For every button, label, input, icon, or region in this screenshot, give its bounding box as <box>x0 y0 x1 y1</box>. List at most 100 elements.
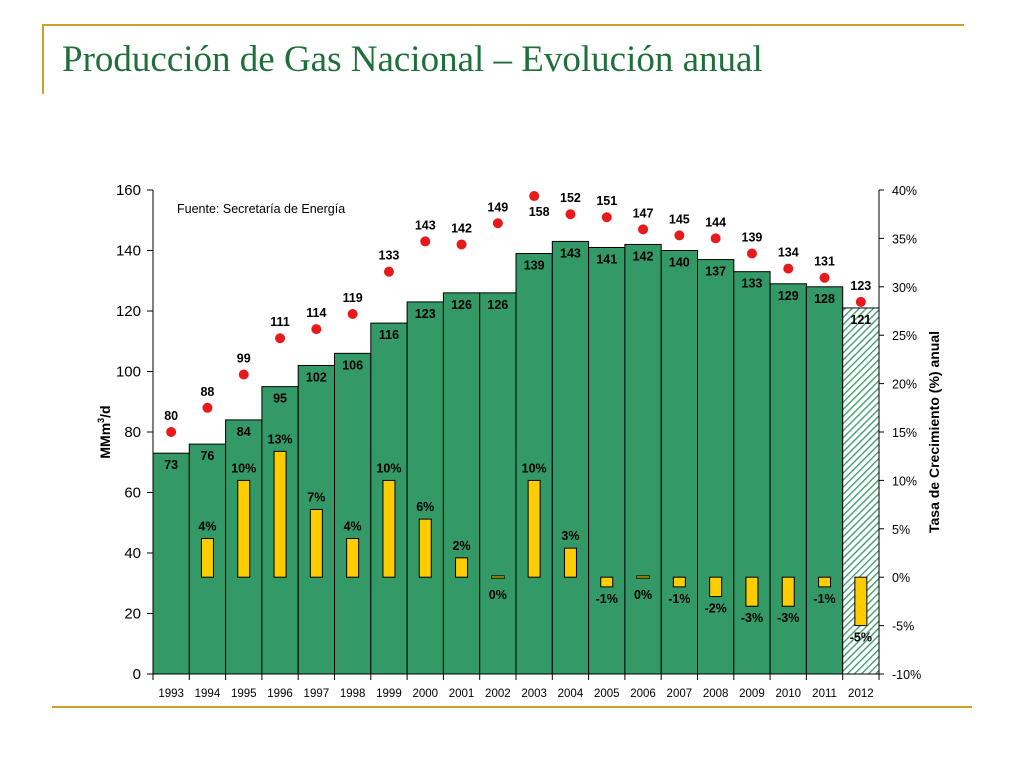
production-value-label: 142 <box>633 249 654 263</box>
bottom-rule <box>52 706 972 708</box>
growth-value-label: -1% <box>668 592 690 606</box>
red-dot-value-label: 143 <box>415 218 436 232</box>
left-tick-label: 120 <box>116 303 141 320</box>
growth-value-label: -1% <box>813 592 835 606</box>
red-dot-value-label: 119 <box>343 291 363 305</box>
red-dot <box>638 224 649 235</box>
left-tick-label: 140 <box>116 243 141 260</box>
growth-value-label: 13% <box>268 432 293 446</box>
production-value-label: 128 <box>814 292 835 306</box>
growth-value-label: 0% <box>634 588 652 602</box>
left-axis-title-superscript: 3 <box>96 418 106 423</box>
right-tick-label: 40% <box>892 184 917 198</box>
x-tick-label: 2008 <box>703 688 729 700</box>
red-dot <box>492 218 503 229</box>
production-bar <box>442 292 481 675</box>
x-tick-label: 2006 <box>630 688 656 700</box>
red-dot-value-label: 139 <box>742 231 763 245</box>
left-axis-title-tail: /d <box>97 405 113 417</box>
growth-layer: 4% 10% 13% 7% 4% 10% 6% 2% 0% 10% 3% -1% 0% -1% -2% -3%… <box>198 432 872 644</box>
production-bar <box>406 301 444 675</box>
x-tick-label: 2002 <box>485 688 511 700</box>
growth-bar <box>781 576 795 607</box>
production-value-label: 102 <box>306 370 327 384</box>
x-tick-label: 1994 <box>195 688 221 700</box>
production-value-label: 123 <box>415 307 436 321</box>
growth-bar <box>237 479 251 578</box>
red-dot <box>746 248 757 259</box>
dots-layer: 80 88 99 111 114 119 133 143 142 149 158 152 151 147 1… <box>164 191 871 437</box>
growth-bar <box>200 537 214 578</box>
production-value-label: 73 <box>164 458 178 472</box>
red-dot <box>783 263 794 274</box>
left-tick-label: 40 <box>124 545 141 562</box>
production-value-label: 84 <box>237 425 251 439</box>
right-tick-label: 35% <box>892 232 917 246</box>
production-value-label: 140 <box>669 256 690 270</box>
left-tick-label: 20 <box>124 606 141 623</box>
production-value-label: 126 <box>451 298 472 312</box>
growth-value-label: 10% <box>231 461 256 475</box>
red-dot <box>383 266 394 277</box>
production-bar <box>551 240 590 675</box>
production-bar <box>152 452 190 675</box>
growth-value-label: -5% <box>850 631 872 645</box>
production-bar <box>660 250 699 675</box>
red-dot-value-label: 111 <box>270 315 290 329</box>
growth-bar <box>527 479 541 578</box>
x-tick-label: 2011 <box>812 688 837 700</box>
red-dot-value-label: 142 <box>451 221 472 235</box>
production-bar <box>588 246 626 675</box>
x-tick-label: 1993 <box>158 688 184 700</box>
red-dot-value-label: 158 <box>529 205 550 219</box>
x-tick-label: 2007 <box>667 688 693 700</box>
right-tick-label: 15% <box>892 426 917 440</box>
growth-bar <box>491 575 505 580</box>
production-value-label: 121 <box>850 313 871 327</box>
production-value-label: 95 <box>273 392 287 406</box>
red-dot-value-label: 152 <box>560 191 581 205</box>
growth-bar <box>346 537 360 578</box>
production-value-label: 133 <box>742 277 763 291</box>
right-axis-title: Tasa de Crecimiento (%) anual <box>926 331 942 533</box>
production-value-label: 106 <box>342 358 363 372</box>
left-tick-label: 0 <box>133 666 141 683</box>
growth-bar <box>382 479 396 578</box>
x-tick-label: 2004 <box>558 688 584 700</box>
growth-value-label: -3% <box>777 611 799 625</box>
left-tick-label: 160 <box>116 182 141 199</box>
top-rule <box>44 24 964 26</box>
left-tick-label: 100 <box>116 364 141 381</box>
growth-value-label: 10% <box>522 461 547 475</box>
growth-bar <box>818 576 832 588</box>
red-dot <box>166 427 177 437</box>
red-dot <box>674 230 685 241</box>
growth-value-label: -1% <box>596 592 618 606</box>
growth-value-label: 4% <box>198 519 216 533</box>
left-axis-title: MMm3/d <box>96 405 113 458</box>
production-bar <box>805 286 844 675</box>
growth-value-label: -3% <box>741 611 763 625</box>
right-tick-label: -5% <box>892 620 914 634</box>
right-tick-label: 10% <box>892 474 917 488</box>
production-bar <box>479 292 517 675</box>
x-tick-label: 2005 <box>594 688 620 700</box>
growth-value-label: 10% <box>376 461 401 475</box>
red-dot-value-label: 149 <box>487 200 508 214</box>
slide-title: Producción de Gas Nacional – Evolución a… <box>62 39 763 80</box>
red-dot <box>529 191 540 202</box>
growth-value-label: 0% <box>489 588 507 602</box>
x-tick-label: 1999 <box>376 688 402 700</box>
growth-bar <box>636 575 650 580</box>
growth-bar <box>418 518 432 578</box>
x-tick-label: 1996 <box>267 688 293 700</box>
growth-bar <box>672 576 686 588</box>
production-value-label: 116 <box>379 328 399 342</box>
red-dot-value-label: 133 <box>379 249 400 263</box>
source-note: Fuente: Secretaría de Energía <box>177 202 345 216</box>
bars-layer: 73 76 84 95 102 106 116 123 126 126 139 143 141 142 14… <box>152 240 880 675</box>
growth-bar <box>854 576 868 627</box>
red-dot <box>275 333 286 344</box>
growth-bar <box>455 557 469 578</box>
